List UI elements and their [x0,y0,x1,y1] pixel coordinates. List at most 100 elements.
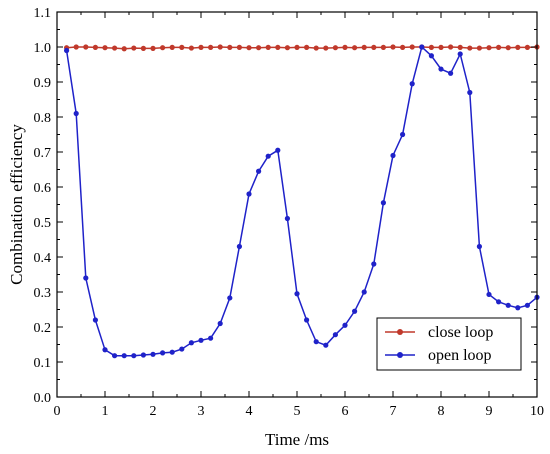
data-point-open-loop [400,131,406,138]
data-point-close-loop [505,45,511,51]
data-point-close-loop [448,44,454,50]
data-point-close-loop [323,45,329,51]
legend: close loop open loop [376,317,522,371]
data-point-close-loop [476,45,482,51]
x-tick-label: 2 [150,404,157,419]
data-point-open-loop [236,243,242,250]
y-tick-label: 0.3 [34,286,52,301]
data-point-close-loop [256,45,262,51]
data-point-close-loop [294,44,300,50]
y-tick-label: 0.5 [34,216,52,231]
data-point-open-loop [323,342,329,348]
data-point-open-loop [265,153,271,159]
y-tick-label: 0.1 [34,356,52,371]
data-point-close-loop [236,44,242,50]
data-point-open-loop [457,51,463,57]
data-point-close-loop [371,44,377,50]
data-point-open-loop [160,350,166,356]
data-point-open-loop [121,353,127,359]
data-point-open-loop [73,110,79,117]
data-point-close-loop [486,45,492,51]
data-point-open-loop [486,291,492,298]
data-point-open-loop [371,261,377,267]
data-point-close-loop [361,44,367,50]
data-point-open-loop [342,322,348,328]
data-point-close-loop [390,44,396,50]
x-tick-label: 0 [54,404,61,419]
x-tick-label: 9 [486,404,493,419]
legend-box [376,317,522,371]
data-point-close-loop [265,44,271,50]
data-point-open-loop [256,168,262,174]
y-tick-label: 0.7 [34,146,52,161]
data-point-open-loop [390,152,396,159]
data-point-open-loop [380,200,386,206]
x-tick-label: 3 [198,404,205,419]
x-tick-label: 1 [102,404,109,419]
x-axis-ticks: 0 1 2 3 4 5 6 7 8 9 10 [54,12,544,419]
data-point-open-loop [352,308,358,314]
legend-label: open loop [428,347,492,364]
data-point-close-loop [121,46,127,52]
data-point-close-loop [140,45,146,52]
data-point-open-loop [313,339,319,345]
data-point-open-loop [150,351,156,357]
data-point-close-loop [457,44,463,50]
x-tick-label: 5 [294,404,301,419]
data-point-close-loop [332,45,338,51]
data-point-close-loop [160,45,166,51]
y-tick-label: 0.0 [34,391,52,406]
data-point-close-loop [246,45,252,51]
data-point-open-loop [102,347,108,353]
data-point-open-loop [524,302,531,308]
y-axis-title: Combination efficiency [7,124,26,285]
data-point-open-loop [64,47,70,54]
data-point-open-loop [92,317,98,323]
data-point-open-loop [246,191,252,197]
data-point-open-loop [505,302,511,308]
data-point-close-loop [102,45,108,51]
data-point-open-loop [179,346,185,352]
data-point-close-loop [524,44,531,50]
data-point-open-loop [496,299,502,305]
data-point-open-loop [284,215,290,222]
data-point-close-loop [198,44,204,50]
y-tick-label: 0.4 [34,251,52,266]
data-point-close-loop [208,44,214,50]
y-axis-ticks: 0.0 0.1 0.2 0.3 0.4 0.5 0.6 0.7 0.8 0.9 1.0 1.1 [34,6,537,406]
data-point-close-loop [131,45,137,51]
y-tick-label: 0.6 [34,181,52,196]
data-point-close-loop [515,44,521,50]
data-point-open-loop [275,147,281,153]
data-point-close-loop [438,44,444,50]
data-point-close-loop [112,45,118,51]
data-point-open-loop [112,353,118,359]
data-point-close-loop [428,44,434,50]
data-point-open-loop [419,44,425,50]
data-point-close-loop [169,44,175,50]
data-point-open-loop [140,352,146,358]
data-point-open-loop [467,89,473,96]
x-tick-label: 8 [438,404,445,419]
data-point-close-loop [400,44,406,50]
data-point-close-loop [496,44,502,50]
legend-marker [397,329,403,335]
data-point-close-loop [313,45,319,51]
data-point-open-loop [428,53,434,59]
legend-marker [397,352,403,358]
x-tick-label: 6 [342,404,349,419]
data-point-close-loop [73,44,79,50]
data-point-open-loop [332,332,338,338]
data-point-close-loop [217,44,223,50]
data-point-open-loop [131,353,137,359]
data-point-open-loop [169,349,175,355]
y-tick-label: 0.8 [34,111,52,126]
data-point-close-loop [342,44,348,50]
data-point-open-loop [83,275,89,281]
x-tick-label: 7 [390,404,397,419]
x-tick-label: 10 [530,404,544,419]
data-point-close-loop [380,44,386,50]
plot-marks [64,44,540,359]
data-point-close-loop [467,45,473,51]
